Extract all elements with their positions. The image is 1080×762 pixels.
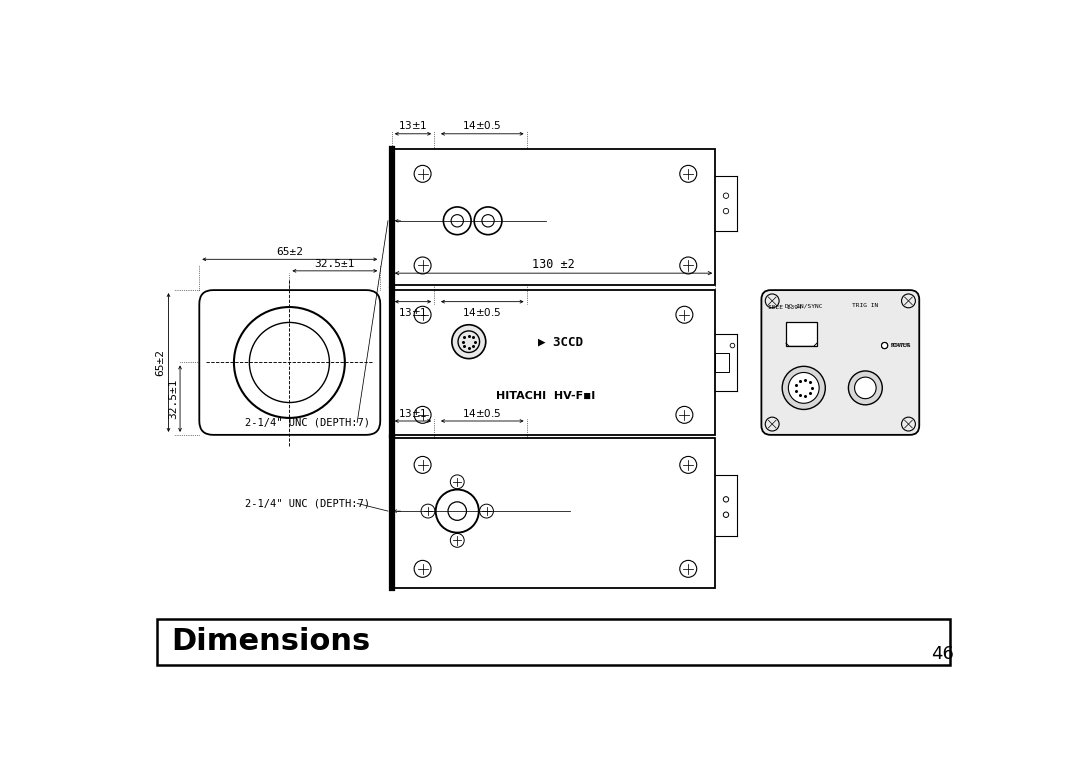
Bar [392, 438, 715, 588]
Text: $13{\pm}1$: $13{\pm}1$ [397, 306, 428, 318]
Bar [392, 149, 715, 285]
Circle shape [724, 208, 729, 214]
Text: 32.5±1: 32.5±1 [167, 379, 178, 419]
Text: 2-1/4" UNC (DEPTH:7): 2-1/4" UNC (DEPTH:7) [245, 498, 370, 508]
Text: HITACHI  HV-F◾I: HITACHI HV-F◾I [496, 391, 595, 401]
Text: 46: 46 [931, 645, 954, 662]
Circle shape [854, 377, 876, 399]
Text: $13{\pm}1$: $13{\pm}1$ [397, 120, 428, 132]
Text: 32.5±1: 32.5±1 [314, 258, 355, 268]
Circle shape [782, 367, 825, 409]
Bar [786, 322, 816, 346]
Circle shape [724, 497, 729, 502]
Text: TRIG IN: TRIG IN [852, 303, 878, 308]
Text: IEEE 1394: IEEE 1394 [768, 305, 801, 309]
Text: Dimensions: Dimensions [171, 627, 370, 657]
Text: 65±2: 65±2 [276, 247, 303, 257]
Circle shape [849, 371, 882, 405]
Bar [157, 619, 950, 665]
Text: POWER: POWER [891, 343, 910, 348]
Text: 65±2: 65±2 [156, 349, 165, 376]
Text: ▶ 3CCD: ▶ 3CCD [538, 335, 583, 348]
Text: 130 ±2: 130 ±2 [532, 258, 575, 271]
Bar [392, 290, 715, 435]
Circle shape [724, 512, 729, 517]
Circle shape [451, 325, 486, 359]
Circle shape [788, 373, 819, 403]
Circle shape [881, 342, 888, 349]
FancyBboxPatch shape [200, 290, 380, 435]
Circle shape [881, 342, 888, 349]
Text: $14{\pm}0.5$: $14{\pm}0.5$ [462, 407, 502, 418]
FancyBboxPatch shape [761, 290, 919, 435]
Circle shape [724, 193, 729, 198]
Text: $14{\pm}0.5$: $14{\pm}0.5$ [462, 306, 502, 318]
Text: STATUS: STATUS [891, 343, 912, 348]
Bar [715, 354, 729, 372]
Text: DC IN/SYNC: DC IN/SYNC [785, 303, 823, 308]
Text: $13{\pm}1$: $13{\pm}1$ [397, 407, 428, 418]
Text: 2-1/4" UNC (DEPTH:7): 2-1/4" UNC (DEPTH:7) [245, 418, 370, 427]
Circle shape [730, 343, 734, 347]
Text: $14{\pm}0.5$: $14{\pm}0.5$ [462, 120, 502, 132]
